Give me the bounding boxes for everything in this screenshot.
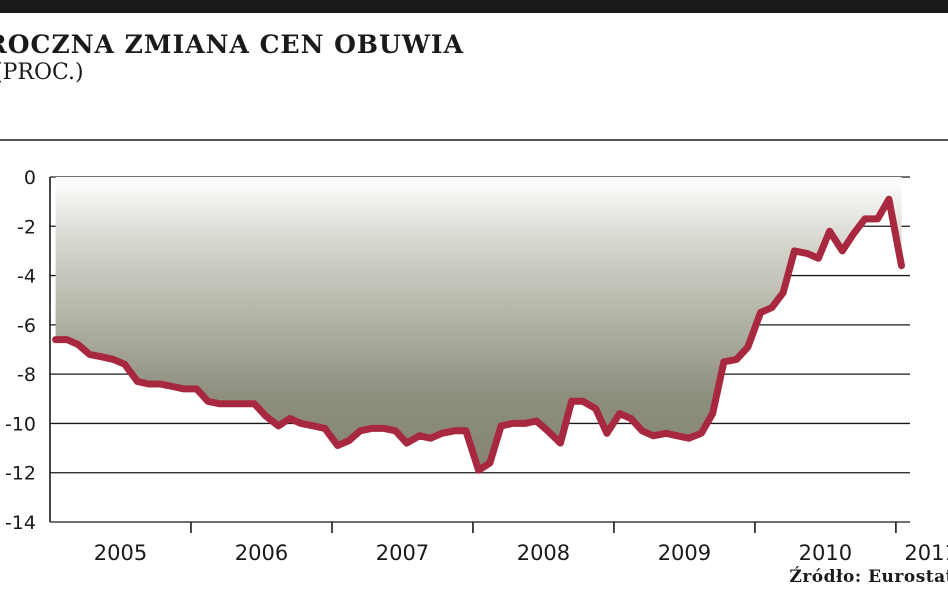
top-bar — [0, 0, 948, 13]
chart-title: ROCZNA ZMIANA CEN OBUWIA — [0, 30, 465, 59]
header-rule — [0, 139, 948, 141]
x-tick-label: 2006 — [235, 541, 288, 565]
y-tick-label: -12 — [5, 463, 36, 485]
label-layer: 0 -2 -4 -6 -8 -10 -12 -14 2005 2006 2007 2008 2009 20… — [5, 167, 948, 565]
y-tick-label: -14 — [5, 512, 36, 534]
x-tick-label: 2010 — [799, 541, 852, 565]
y-tick-label: -4 — [17, 266, 36, 288]
chart-subtitle: (PROC.) — [0, 60, 84, 85]
axis-layer — [49, 177, 897, 533]
x-tick-label: 2005 — [94, 541, 147, 565]
y-tick-label: -8 — [17, 364, 36, 386]
x-tick-label: 2009 — [658, 541, 711, 565]
x-tick-label: 2008 — [517, 541, 570, 565]
x-tick-label: 2007 — [376, 541, 429, 565]
source-note: Źródło: Eurostat — [789, 567, 948, 587]
y-tick-label: 0 — [24, 167, 36, 189]
area-fill — [55, 177, 902, 471]
series-line — [52, 195, 905, 474]
y-tick-label: -2 — [17, 216, 36, 238]
y-tick-label: -10 — [5, 413, 36, 435]
x-tick-label: 2011 — [904, 541, 948, 565]
y-tick-label: -6 — [17, 315, 36, 337]
